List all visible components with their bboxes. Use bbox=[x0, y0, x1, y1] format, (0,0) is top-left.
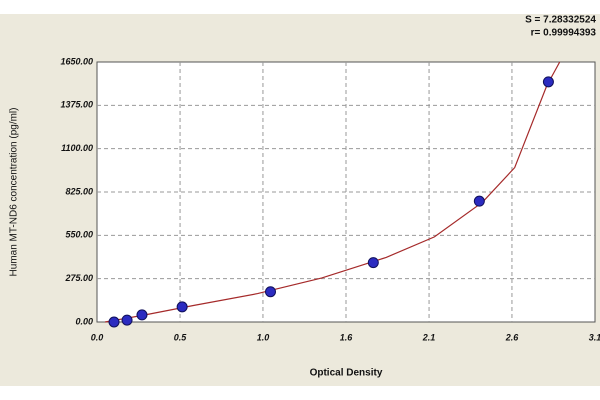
x-tick-label: 0.0 bbox=[91, 332, 104, 342]
x-tick-label: 2.6 bbox=[505, 332, 520, 342]
point bbox=[473, 195, 485, 207]
x-tick-label: 1.6 bbox=[340, 332, 354, 342]
point bbox=[176, 301, 188, 313]
y-tick-label: 1650.00 bbox=[60, 56, 93, 66]
x-axis-label: Optical Density bbox=[310, 368, 383, 379]
annotation: S = 7.28332524 bbox=[525, 15, 596, 26]
y-tick-label: 0.00 bbox=[75, 316, 93, 326]
y-tick-label: 275.00 bbox=[64, 273, 93, 283]
point bbox=[136, 309, 148, 321]
y-tick-label: 1375.00 bbox=[60, 100, 93, 110]
x-tick-label: 1.0 bbox=[257, 332, 270, 342]
x-tick-label: 3.1 bbox=[589, 332, 600, 342]
point bbox=[542, 76, 554, 88]
x-tick-label: 2.1 bbox=[422, 332, 436, 342]
point bbox=[121, 314, 133, 326]
point bbox=[264, 286, 276, 298]
y-tick-label: 825.00 bbox=[65, 186, 93, 196]
y-tick-label: 1100.00 bbox=[61, 143, 93, 153]
x-tick-label: 0.5 bbox=[174, 332, 188, 342]
y-axis-label: Human MT-ND6 concentration (pg/ml) bbox=[9, 108, 20, 277]
annotation: r= 0.99994393 bbox=[531, 28, 597, 39]
point bbox=[108, 316, 120, 328]
point bbox=[367, 257, 379, 269]
y-tick-label: 550.00 bbox=[65, 230, 93, 240]
